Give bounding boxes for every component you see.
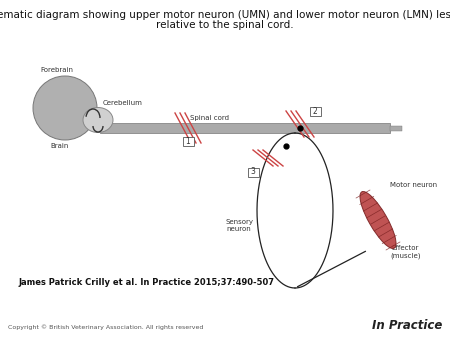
Circle shape [33,76,97,140]
Ellipse shape [83,107,113,132]
Text: Cerebellum: Cerebellum [103,100,143,106]
FancyArrow shape [390,125,402,130]
Text: James Patrick Crilly et al. In Practice 2015;37:490-507: James Patrick Crilly et al. In Practice … [18,278,274,287]
Text: Forebrain: Forebrain [40,67,73,73]
Text: Brain: Brain [51,143,69,149]
Text: Schematic diagram showing upper motor neuron (UMN) and lower motor neuron (LMN) : Schematic diagram showing upper motor ne… [0,10,450,20]
Text: relative to the spinal cord.: relative to the spinal cord. [156,20,294,30]
Bar [100,123,390,133]
Ellipse shape [360,192,396,248]
FancyBboxPatch shape [248,168,258,176]
Text: Effector
(muscle): Effector (muscle) [390,245,420,259]
Text: Spinal cord: Spinal cord [190,115,230,121]
Text: 1: 1 [185,137,190,145]
FancyBboxPatch shape [310,106,320,116]
Text: 3: 3 [251,168,256,176]
Text: In Practice: In Practice [372,319,442,332]
Text: Copyright © British Veterinary Association. All rights reserved: Copyright © British Veterinary Associati… [8,324,203,330]
Text: Motor neuron: Motor neuron [390,182,437,188]
Text: Sensory
neuron: Sensory neuron [225,219,253,232]
Text: 2: 2 [313,106,317,116]
FancyBboxPatch shape [183,137,194,145]
